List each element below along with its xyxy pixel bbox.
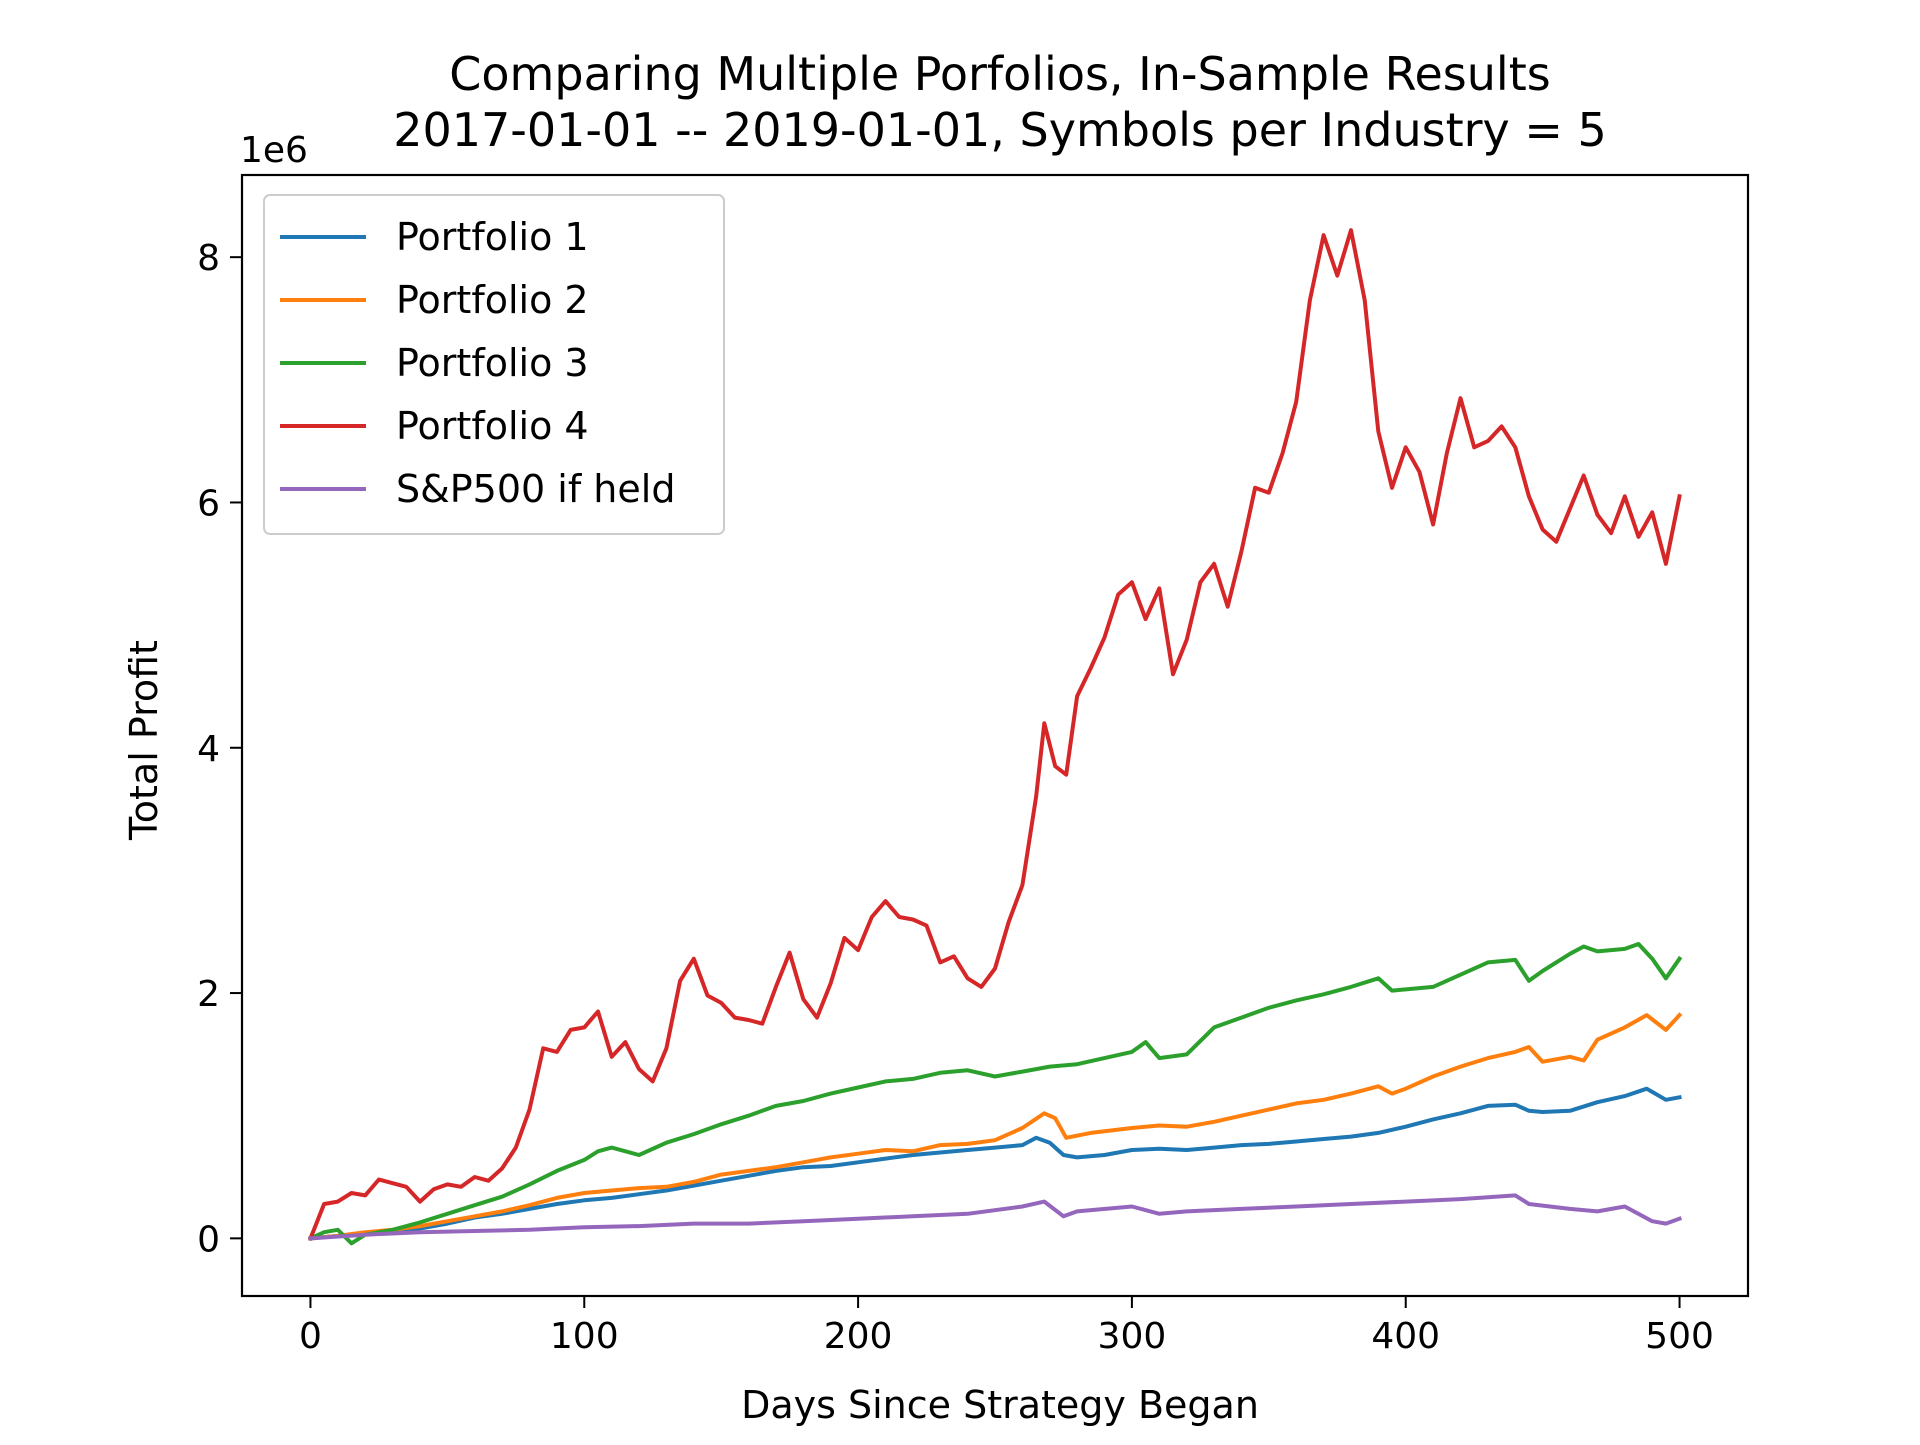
- chart-subtitle: 2017-01-01 -- 2019-01-01, Symbols per In…: [393, 103, 1607, 157]
- y-tick-label: 2: [197, 974, 220, 1015]
- y-tick-label: 4: [197, 729, 220, 770]
- x-tick-label: 500: [1645, 1316, 1714, 1357]
- y-tick-label: 6: [197, 483, 220, 524]
- series-line-3: [307, 942, 1683, 1246]
- x-tick-label: 0: [299, 1316, 322, 1357]
- y-tick-label: 0: [197, 1219, 220, 1260]
- series-line-4: [307, 228, 1682, 1241]
- x-tick-label: 200: [824, 1316, 893, 1357]
- legend-entry: Portfolio 3: [396, 341, 589, 385]
- x-tick-label: 100: [550, 1316, 619, 1357]
- axes-frame: [240, 173, 1750, 1298]
- y-offset-label: 1e6: [240, 130, 308, 171]
- series-line-1: [308, 1086, 1682, 1241]
- axis-ticks: 0 100 200 300 400 500 0 2 4 6 8: [197, 238, 1714, 1357]
- legend-entry: Portfolio 2: [396, 278, 589, 322]
- y-tick-label: 8: [197, 238, 220, 279]
- x-tick-label: 400: [1371, 1316, 1440, 1357]
- chart-title: Comparing Multiple Porfolios, In-Sample …: [449, 47, 1550, 101]
- x-tick-label: 300: [1098, 1316, 1167, 1357]
- series-line-2: [308, 1012, 1683, 1241]
- legend-entry: S&P500 if held: [396, 467, 675, 511]
- y-axis-label: Total Profit: [122, 640, 166, 841]
- series-lines: [307, 228, 1683, 1246]
- x-axis-label: Days Since Strategy Began: [741, 1383, 1259, 1427]
- plot-area: [240, 173, 1750, 1298]
- legend-entry: Portfolio 1: [396, 215, 589, 259]
- legend-entry: Portfolio 4: [396, 404, 589, 448]
- series-line-5: [308, 1193, 1683, 1241]
- legend-box: [263, 194, 725, 535]
- legend: Portfolio 1 Portfolio 2 Portfolio 3 Portfol…: [263, 194, 725, 535]
